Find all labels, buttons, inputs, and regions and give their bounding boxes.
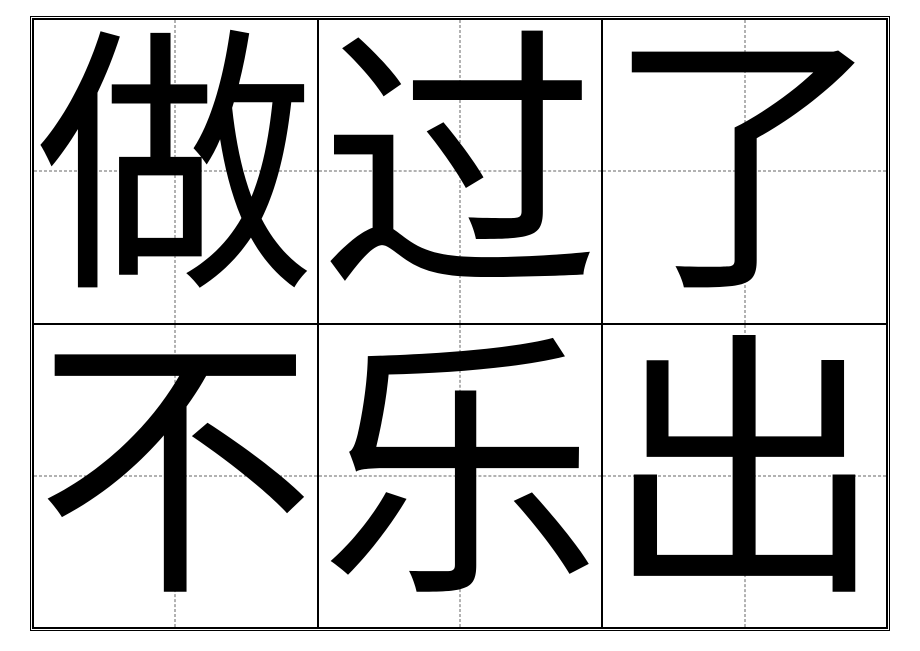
character-glyph: 出 (605, 336, 885, 616)
grid-cell: 出 (602, 324, 887, 629)
grid-cell: 了 (602, 19, 887, 324)
grid-cell: 过 (318, 19, 603, 324)
character-glyph: 过 (320, 31, 600, 311)
character-glyph: 不 (35, 336, 315, 616)
grid-cell: 乐 (318, 324, 603, 629)
character-glyph: 了 (605, 31, 885, 311)
character-grid: 做 过 了 不 乐 出 (30, 16, 890, 631)
grid-cell: 做 (33, 19, 318, 324)
character-glyph: 乐 (320, 336, 600, 616)
grid-cell: 不 (33, 324, 318, 629)
character-glyph: 做 (35, 31, 315, 311)
